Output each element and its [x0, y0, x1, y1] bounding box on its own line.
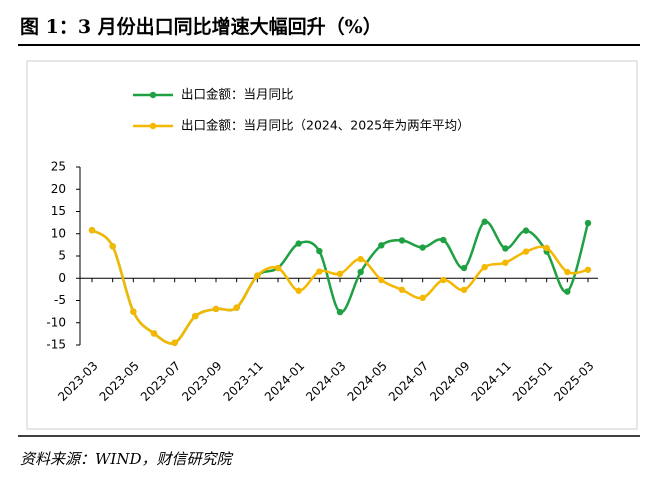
y-tick-label: 20: [51, 182, 66, 196]
point: [378, 242, 385, 249]
plot-frame: [26, 60, 638, 430]
y-tick-label: 0: [58, 271, 66, 285]
x-tick-label: 2023-07: [138, 359, 183, 404]
point: [109, 243, 116, 250]
point: [564, 268, 571, 276]
y-tick-label: -15: [46, 338, 66, 352]
point: [171, 339, 178, 346]
point: [419, 244, 426, 251]
point: [336, 308, 344, 316]
legend-marker: [149, 91, 157, 99]
x-tick-label: 2024-07: [386, 359, 431, 404]
point: [440, 236, 447, 244]
x-tick-label: 2023-03: [55, 359, 100, 404]
point: [254, 272, 261, 279]
point: [440, 276, 447, 284]
point: [522, 248, 530, 255]
x-tick-label: 2025-01: [510, 359, 555, 404]
legend-marker: [149, 122, 157, 130]
point: [481, 218, 488, 225]
point: [212, 305, 220, 313]
x-tick-label: 2024-03: [303, 359, 348, 404]
point: [584, 219, 592, 227]
point: [460, 286, 468, 294]
point: [502, 259, 509, 266]
x-tick-label: 2025-03: [551, 359, 596, 404]
point: [274, 264, 282, 272]
point: [502, 245, 509, 252]
x-tick-label: 2024-05: [345, 359, 390, 404]
point: [378, 276, 385, 284]
point: [419, 294, 426, 302]
point: [192, 312, 199, 320]
point: [295, 240, 302, 247]
x-tick-label: 2023-09: [179, 359, 224, 404]
point: [316, 268, 323, 275]
x-tick-label: 2023-05: [97, 359, 142, 404]
point: [564, 288, 571, 295]
legend-label: 出口金额：当月同比（2024、2025年为两年平均）: [181, 118, 470, 133]
point: [543, 244, 550, 252]
point: [460, 264, 468, 272]
x-tick-label: 2023-11: [221, 359, 266, 404]
y-tick-label: -10: [46, 315, 66, 329]
series-line: [91, 220, 590, 345]
x-tick-label: 2024-09: [427, 359, 472, 404]
legend-label: 出口金额：当月同比: [181, 87, 294, 102]
y-tick-label: 5: [58, 249, 66, 263]
point: [522, 227, 530, 234]
point: [481, 263, 488, 271]
point: [316, 247, 323, 255]
y-tick-label: -5: [54, 293, 66, 307]
point: [130, 308, 137, 315]
point: [88, 226, 96, 234]
point: [295, 287, 302, 294]
point: [336, 270, 344, 277]
point: [357, 268, 364, 276]
series-line: [91, 229, 589, 345]
point: [398, 286, 406, 294]
x-tick-label: 2024-01: [262, 359, 307, 404]
point: [150, 330, 158, 337]
point: [357, 255, 364, 263]
y-tick-label: 15: [51, 204, 66, 218]
source: 资料来源：WIND，财信研究院: [20, 450, 233, 468]
point: [398, 237, 406, 244]
chart-title: 图 1：3 月份出口同比增速大幅回升（%）: [20, 15, 382, 38]
point: [584, 266, 592, 273]
point: [233, 304, 240, 311]
y-tick-label: 25: [51, 160, 66, 174]
x-tick-label: 2024-11: [469, 359, 514, 404]
y-tick-label: 10: [51, 226, 66, 240]
